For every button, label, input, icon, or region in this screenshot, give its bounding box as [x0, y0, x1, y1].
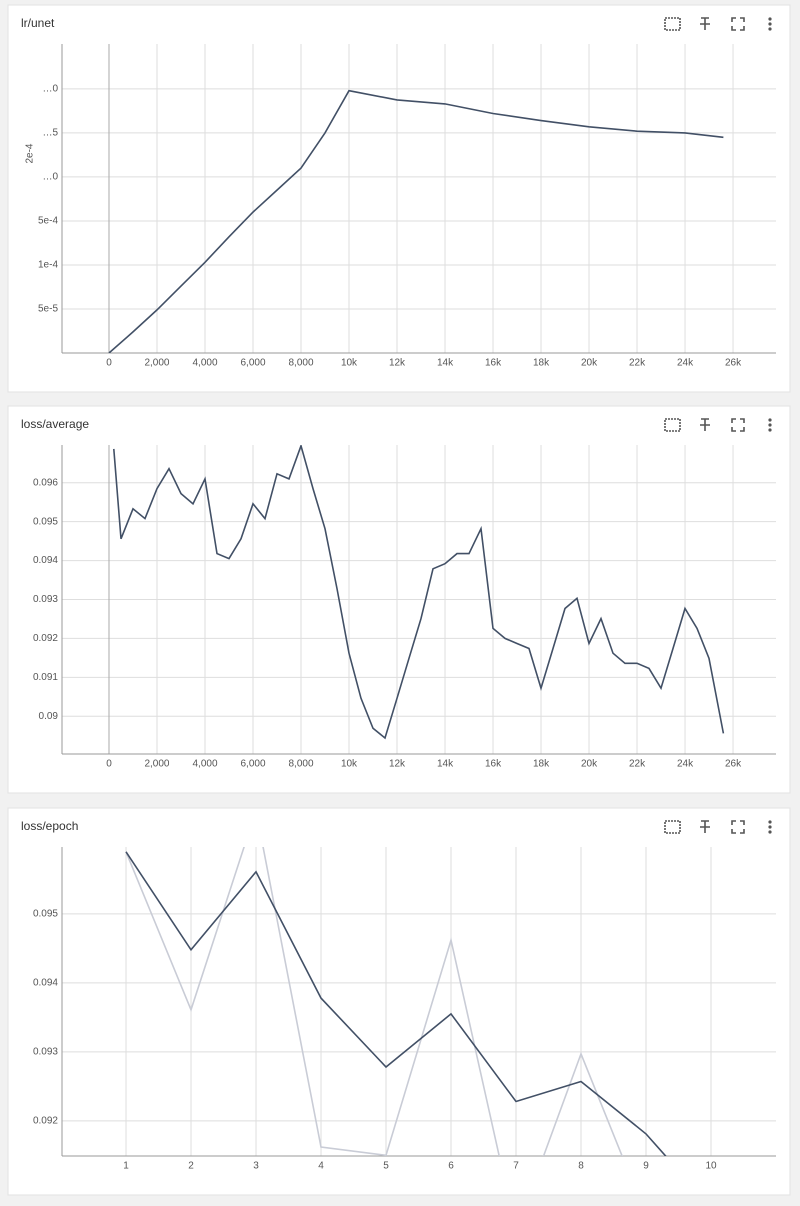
- x-tick-label: 2,000: [144, 358, 169, 369]
- x-tick-label: 12k: [389, 759, 406, 770]
- y-tick-label: 0.09: [39, 711, 59, 722]
- x-tick-label: 12k: [389, 358, 406, 369]
- pin-button[interactable]: [700, 418, 710, 431]
- expand-button[interactable]: [731, 418, 745, 432]
- y-tick-label: 0.094: [33, 978, 58, 989]
- x-tick-label: 8,000: [288, 759, 313, 770]
- x-tick-label: 1: [123, 1161, 129, 1172]
- x-tick-label: 20k: [581, 759, 598, 770]
- y-tick-label: …0: [42, 172, 58, 183]
- chart-title: lr/unet: [21, 16, 55, 30]
- x-tick-label: 8: [578, 1161, 584, 1172]
- x-tick-label: 14k: [437, 358, 454, 369]
- y-axis-label: 2e-4: [25, 143, 36, 163]
- y-tick-label: 0.093: [33, 1046, 58, 1057]
- x-tick-label: 20k: [581, 358, 598, 369]
- x-tick-label: 26k: [725, 759, 742, 770]
- line-series: [113, 445, 725, 740]
- x-tick-label: 24k: [677, 358, 694, 369]
- x-tick-label: 16k: [485, 759, 502, 770]
- x-tick-label: 18k: [533, 358, 550, 369]
- fit-domain-button[interactable]: [664, 17, 681, 31]
- y-tick-label: …5: [42, 128, 58, 139]
- y-tick-label: 0.092: [33, 1115, 58, 1126]
- menu-button[interactable]: [768, 820, 772, 824]
- x-tick-label: 0: [106, 759, 112, 770]
- x-tick-label: 26k: [725, 358, 742, 369]
- y-tick-label: 0.091: [33, 672, 58, 683]
- line-series: [125, 851, 667, 1156]
- y-tick-label: 0.096: [33, 477, 58, 488]
- menu-button[interactable]: [768, 830, 772, 834]
- x-tick-label: 22k: [629, 358, 646, 369]
- menu-button[interactable]: [768, 423, 772, 427]
- x-tick-label: 10: [705, 1161, 717, 1172]
- menu-button[interactable]: [768, 27, 772, 31]
- toolbar: [664, 17, 772, 834]
- expand-button[interactable]: [731, 820, 745, 834]
- x-tick-label: 6: [448, 1161, 454, 1172]
- expand-button[interactable]: [731, 17, 745, 31]
- pin-button[interactable]: [700, 17, 710, 30]
- x-tick-label: 22k: [629, 759, 646, 770]
- menu-button[interactable]: [768, 17, 772, 21]
- x-tick-label: 24k: [677, 759, 694, 770]
- menu-button[interactable]: [768, 22, 772, 26]
- line-series: [125, 847, 623, 1156]
- x-tick-label: 14k: [437, 759, 454, 770]
- y-tick-label: 0.092: [33, 633, 58, 644]
- menu-button[interactable]: [768, 418, 772, 422]
- x-tick-label: 10k: [341, 358, 358, 369]
- x-tick-label: 4,000: [192, 358, 217, 369]
- x-tick-label: 0: [106, 358, 112, 369]
- y-tick-label: …0: [42, 84, 58, 95]
- card: [7, 4, 791, 393]
- fit-domain-button[interactable]: [664, 820, 681, 834]
- pin-button[interactable]: [700, 820, 710, 833]
- y-tick-label: 0.094: [33, 555, 58, 566]
- y-tick-label: 5e-4: [38, 216, 58, 227]
- y-tick-label: 5e-5: [38, 304, 58, 315]
- menu-button[interactable]: [768, 428, 772, 432]
- x-tick-label: 3: [253, 1161, 259, 1172]
- x-tick-label: 8,000: [288, 358, 313, 369]
- chart-title: loss/epoch: [21, 819, 78, 833]
- y-tick-label: 0.095: [33, 909, 58, 920]
- y-tick-label: 1e-4: [38, 260, 58, 271]
- x-tick-label: 4,000: [192, 759, 217, 770]
- x-tick-label: 6,000: [240, 759, 265, 770]
- menu-button[interactable]: [768, 825, 772, 829]
- chart-title: loss/average: [21, 417, 89, 431]
- x-tick-label: 6,000: [240, 358, 265, 369]
- x-tick-label: 4: [318, 1161, 324, 1172]
- fit-domain-button[interactable]: [664, 418, 681, 432]
- x-tick-label: 16k: [485, 358, 502, 369]
- x-tick-label: 18k: [533, 759, 550, 770]
- y-tick-label: 0.093: [33, 594, 58, 605]
- x-tick-label: 5: [383, 1161, 389, 1172]
- x-tick-label: 7: [513, 1161, 519, 1172]
- card: [7, 807, 791, 1196]
- x-tick-label: 9: [643, 1161, 649, 1172]
- x-tick-label: 2: [188, 1161, 194, 1172]
- x-tick-label: 10k: [341, 759, 358, 770]
- cards: [7, 4, 791, 1196]
- line-series: [108, 89, 724, 353]
- y-tick-label: 0.095: [33, 516, 58, 527]
- x-tick-label: 2,000: [144, 759, 169, 770]
